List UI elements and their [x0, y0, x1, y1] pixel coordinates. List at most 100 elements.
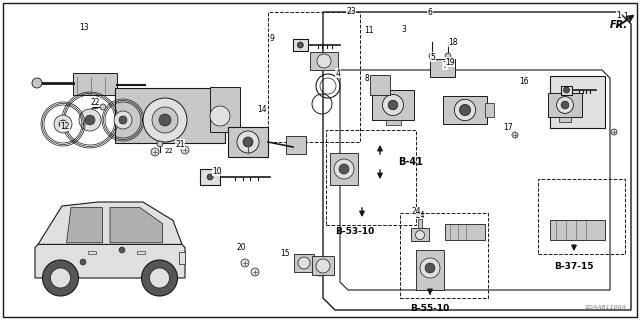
Circle shape	[119, 116, 127, 124]
Polygon shape	[38, 202, 182, 244]
Text: 22: 22	[90, 98, 100, 107]
Circle shape	[454, 100, 476, 121]
Bar	[370, 75, 390, 95]
Text: 24: 24	[415, 211, 425, 220]
Circle shape	[51, 268, 70, 288]
Circle shape	[415, 230, 424, 239]
Text: 18: 18	[448, 37, 458, 46]
Circle shape	[80, 259, 86, 265]
Bar	[385, 120, 401, 125]
Circle shape	[143, 98, 187, 142]
Bar	[443, 96, 488, 124]
Text: 6: 6	[428, 7, 433, 17]
Circle shape	[150, 268, 170, 288]
Text: 1: 1	[616, 11, 621, 20]
Circle shape	[119, 247, 125, 253]
Bar	[561, 85, 572, 94]
Bar	[326, 130, 416, 225]
Text: 5: 5	[431, 52, 435, 61]
Bar	[294, 254, 314, 272]
Circle shape	[460, 104, 470, 116]
Circle shape	[59, 120, 67, 128]
Circle shape	[85, 115, 95, 125]
Bar	[73, 73, 117, 95]
Circle shape	[207, 174, 213, 180]
Circle shape	[425, 263, 435, 273]
Text: 4: 4	[335, 68, 340, 77]
Polygon shape	[110, 208, 163, 243]
Text: 13: 13	[79, 22, 89, 31]
Text: 3: 3	[401, 25, 406, 34]
Text: B-53-10: B-53-10	[335, 227, 374, 236]
Circle shape	[114, 111, 132, 129]
Text: 12: 12	[60, 122, 70, 131]
Text: 19: 19	[445, 58, 455, 67]
Bar	[430, 59, 455, 77]
Circle shape	[334, 159, 354, 179]
Circle shape	[317, 54, 331, 68]
Circle shape	[152, 107, 178, 133]
Text: 8: 8	[365, 74, 369, 83]
Circle shape	[210, 106, 230, 126]
Bar	[310, 52, 338, 70]
Bar	[228, 127, 268, 157]
Circle shape	[157, 141, 163, 147]
Circle shape	[383, 94, 403, 116]
Circle shape	[251, 268, 259, 276]
Circle shape	[429, 53, 435, 59]
Text: 23: 23	[346, 6, 356, 15]
Circle shape	[557, 97, 573, 113]
Text: B-37-15: B-37-15	[554, 262, 594, 271]
Bar	[548, 93, 582, 117]
Circle shape	[388, 100, 398, 110]
Circle shape	[100, 104, 106, 110]
Text: 11: 11	[364, 26, 374, 35]
Bar	[115, 88, 225, 143]
Text: FR.: FR.	[610, 20, 628, 30]
Bar	[292, 39, 308, 51]
Text: 14: 14	[257, 105, 267, 114]
Circle shape	[237, 131, 259, 153]
Bar	[418, 219, 422, 228]
Polygon shape	[67, 208, 102, 243]
Circle shape	[563, 87, 570, 93]
Circle shape	[54, 115, 72, 133]
Bar	[210, 87, 240, 132]
Text: 24: 24	[411, 207, 421, 217]
Bar	[137, 251, 145, 254]
Bar	[411, 228, 429, 241]
Circle shape	[326, 261, 334, 269]
Bar	[550, 220, 605, 240]
Text: B-41: B-41	[398, 157, 423, 167]
Text: SDAAB1100A: SDAAB1100A	[585, 305, 627, 310]
Bar	[286, 136, 306, 154]
Bar	[559, 117, 571, 122]
Text: 7: 7	[443, 60, 447, 69]
Text: 22: 22	[165, 148, 173, 154]
Circle shape	[298, 42, 303, 48]
Circle shape	[316, 259, 330, 273]
Circle shape	[611, 129, 617, 135]
Bar	[312, 256, 334, 275]
Text: 10: 10	[212, 166, 222, 175]
Circle shape	[151, 148, 159, 156]
Text: 21: 21	[175, 140, 185, 148]
Polygon shape	[35, 244, 185, 278]
Circle shape	[445, 53, 451, 59]
Circle shape	[159, 114, 171, 126]
Circle shape	[420, 258, 440, 278]
Circle shape	[298, 257, 310, 269]
Bar	[330, 153, 358, 185]
Bar	[538, 179, 625, 254]
Circle shape	[243, 137, 253, 147]
Circle shape	[241, 259, 249, 267]
Text: 15: 15	[280, 249, 290, 258]
Circle shape	[79, 109, 101, 131]
Circle shape	[512, 132, 518, 138]
Circle shape	[561, 101, 569, 109]
Text: 9: 9	[269, 34, 275, 43]
Text: 17: 17	[503, 123, 513, 132]
Bar	[445, 224, 485, 240]
Text: 1: 1	[623, 12, 628, 21]
Circle shape	[141, 260, 177, 296]
